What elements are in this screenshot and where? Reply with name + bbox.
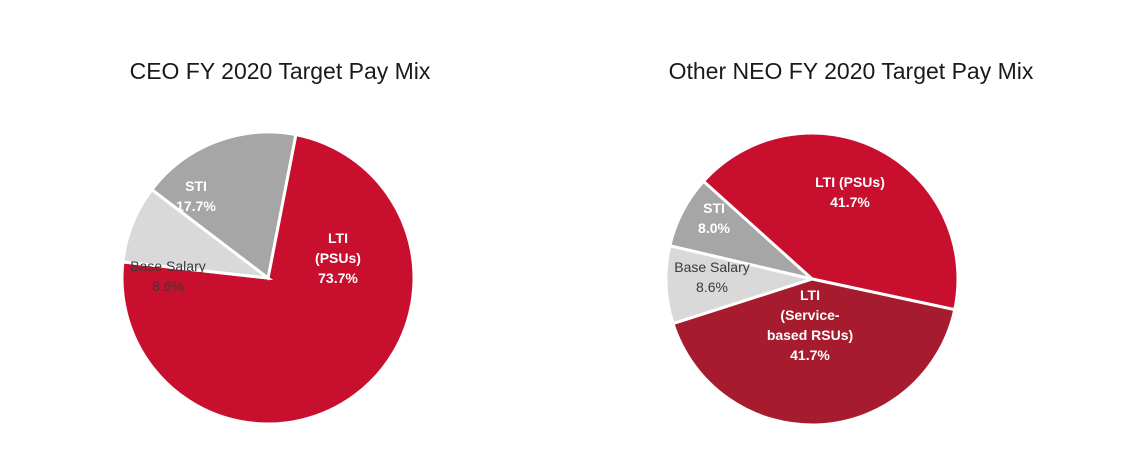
slice-category-label: (PSUs) <box>315 250 361 266</box>
neo-pie: LTI (PSUs) 41.7% LTI (Service-based RSUs) 41… <box>664 131 960 427</box>
pie-slice <box>701 131 960 312</box>
slice-value-label: 73.7% <box>318 270 358 286</box>
slice-value-label: 8.6% <box>152 278 184 294</box>
slice-value-label: 8.6% <box>696 279 728 295</box>
slice-label: LTI (PSUs) 73.7% <box>315 230 361 286</box>
slice-value-label: 17.7% <box>176 198 216 214</box>
slice-category-label: STI <box>703 200 725 216</box>
slice-category-label: Base Salary <box>130 258 205 274</box>
pie-slice <box>668 179 814 281</box>
ceo-pay-mix-chart: CEO FY 2020 Target Pay Mix LTI (PSUs) 73.7… <box>0 0 560 471</box>
slice-value-label: 8.0% <box>698 220 730 236</box>
slice-category-label: (Service- <box>780 307 839 323</box>
slice-category-label: LTI (PSUs) <box>815 174 885 190</box>
pie-slice <box>671 277 957 427</box>
slice-label: LTI (Service-based RSUs) 41.7% <box>767 287 853 363</box>
slice-value-label: 41.7% <box>830 194 870 210</box>
slice-label: STI 8.0% <box>698 200 730 236</box>
ceo-pie: LTI (PSUs) 73.7% Base Salary 8.6% STI 17.7% <box>120 130 416 426</box>
chart-title: Other NEO FY 2020 Target Pay Mix <box>668 58 1034 84</box>
slice-label: Base Salary 8.6% <box>674 259 749 295</box>
pie-slice <box>149 130 298 281</box>
slice-category-label: LTI <box>328 230 348 246</box>
slice-category-label: LTI <box>800 287 820 303</box>
slice-category-label: based RSUs) <box>767 327 853 343</box>
chart-title: CEO FY 2020 Target Pay Mix <box>129 58 431 84</box>
neo-pay-mix-chart: Other NEO FY 2020 Target Pay Mix LTI (PS… <box>560 0 1142 471</box>
slice-category-label: STI <box>185 178 207 194</box>
slice-value-label: 41.7% <box>790 347 830 363</box>
slice-label: LTI (PSUs) 41.7% <box>815 174 885 210</box>
slice-category-label: Base Salary <box>674 259 749 275</box>
slice-label: STI 17.7% <box>176 178 216 214</box>
slice-label: Base Salary 8.6% <box>130 258 205 294</box>
